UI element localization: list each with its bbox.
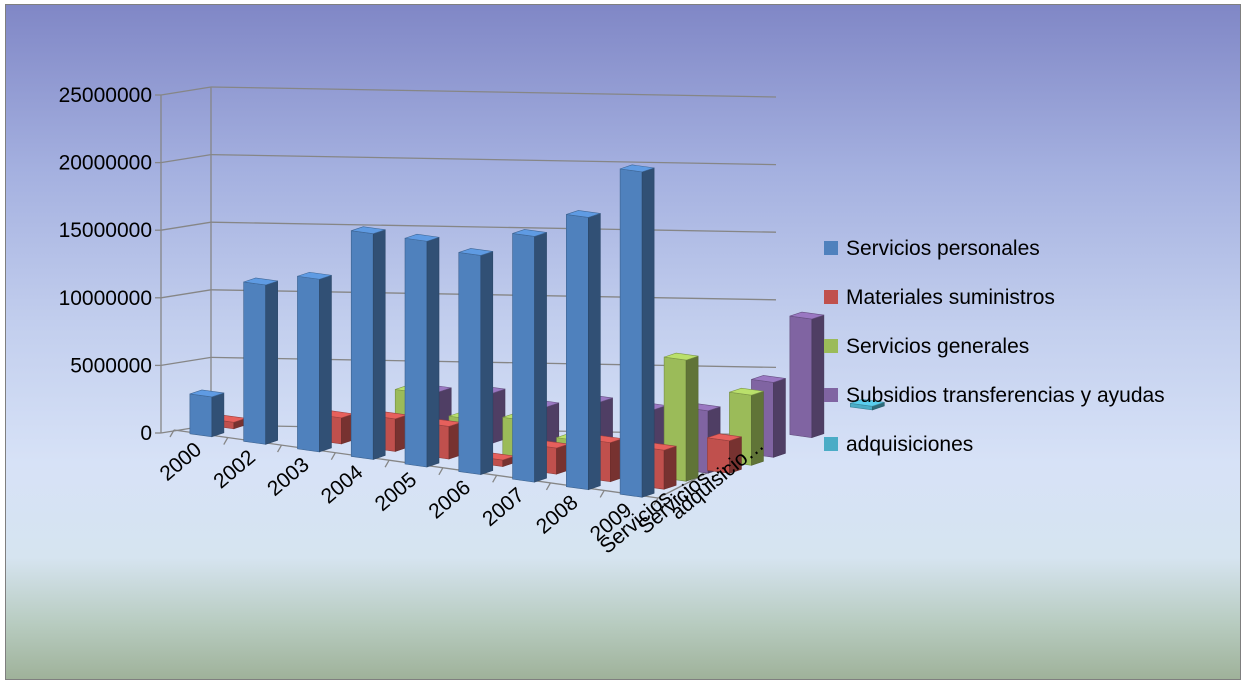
y-tick-label: 25000000 xyxy=(59,84,152,107)
legend: Servicios personales Materiales suministr… xyxy=(824,237,1165,456)
y-tick-label: 20000000 xyxy=(59,152,152,175)
x-tick xyxy=(223,437,229,445)
x-tick xyxy=(276,444,283,453)
bar xyxy=(189,389,225,438)
x-tick-label: 2004 xyxy=(317,460,368,508)
gridline xyxy=(160,153,212,164)
x-tick-label: 2007 xyxy=(478,483,529,531)
x-tick xyxy=(438,467,444,476)
y-tick-label: 0 xyxy=(140,422,152,445)
bar xyxy=(566,210,601,491)
y-tick-label: 5000000 xyxy=(70,354,152,377)
x-tick xyxy=(653,497,659,506)
legend-swatch xyxy=(824,437,838,451)
x-tick xyxy=(330,452,336,460)
bar xyxy=(404,233,440,468)
legend-swatch xyxy=(824,388,838,402)
bar xyxy=(789,311,825,439)
x-tick-label: 2006 xyxy=(424,476,475,524)
bar xyxy=(350,226,386,460)
gridline xyxy=(210,86,777,98)
legend-label: Servicios personales xyxy=(846,237,1040,260)
legend-swatch xyxy=(824,241,838,255)
legend-swatch xyxy=(824,339,838,353)
y-tick-label: 15000000 xyxy=(59,219,152,242)
legend-swatch xyxy=(824,290,838,304)
x-tick xyxy=(384,459,390,468)
bar xyxy=(707,433,742,474)
bar-chart-3d: 0 5000000 10000000 15000000 20000000 25000000… xyxy=(59,84,1165,558)
gridline xyxy=(210,221,777,233)
x-tick-label: 2000 xyxy=(156,438,207,486)
x-tick-label: 2002 xyxy=(209,446,260,494)
bar xyxy=(243,277,278,445)
x-tick xyxy=(492,475,498,483)
y-tick-label: 10000000 xyxy=(59,287,152,310)
bar xyxy=(619,164,655,498)
bar xyxy=(512,229,547,483)
x-tick-label: 2003 xyxy=(263,453,314,501)
bars xyxy=(189,164,885,498)
legend-label: Materiales suministros xyxy=(846,286,1055,309)
gridline xyxy=(160,221,212,231)
chart-area: 0 5000000 10000000 15000000 20000000 25000000… xyxy=(5,4,1241,680)
x-tick xyxy=(599,490,605,498)
gridline xyxy=(160,356,212,367)
legend-label: adquisiciones xyxy=(846,433,973,456)
x-tick-label: 2005 xyxy=(371,468,422,516)
gridline xyxy=(160,86,212,96)
x-tick-label: 2008 xyxy=(532,491,583,539)
gridline xyxy=(160,289,212,299)
x-tick xyxy=(169,429,175,438)
bar xyxy=(297,271,332,453)
legend-label: Servicios generales xyxy=(846,335,1029,358)
bar xyxy=(458,248,494,475)
gridline xyxy=(210,153,777,166)
gridline xyxy=(210,289,777,301)
x-tick xyxy=(545,482,552,491)
bar xyxy=(850,398,885,411)
legend-label: Subsidios transferencias y ayudas xyxy=(846,384,1165,407)
